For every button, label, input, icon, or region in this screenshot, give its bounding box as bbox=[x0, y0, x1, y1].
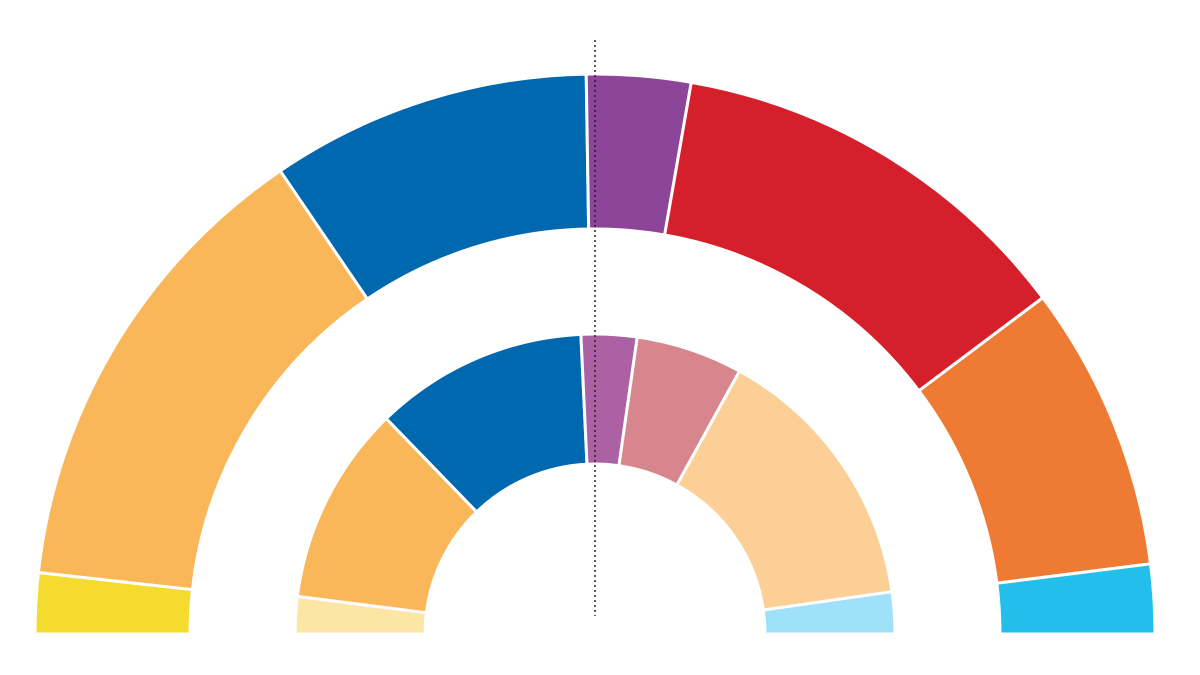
inner-segment-6 bbox=[675, 369, 894, 612]
outer-ring bbox=[33, 72, 1157, 636]
inner-segment-7 bbox=[761, 590, 897, 636]
outer-segment-7 bbox=[995, 562, 1157, 636]
inner-ring bbox=[293, 332, 897, 636]
